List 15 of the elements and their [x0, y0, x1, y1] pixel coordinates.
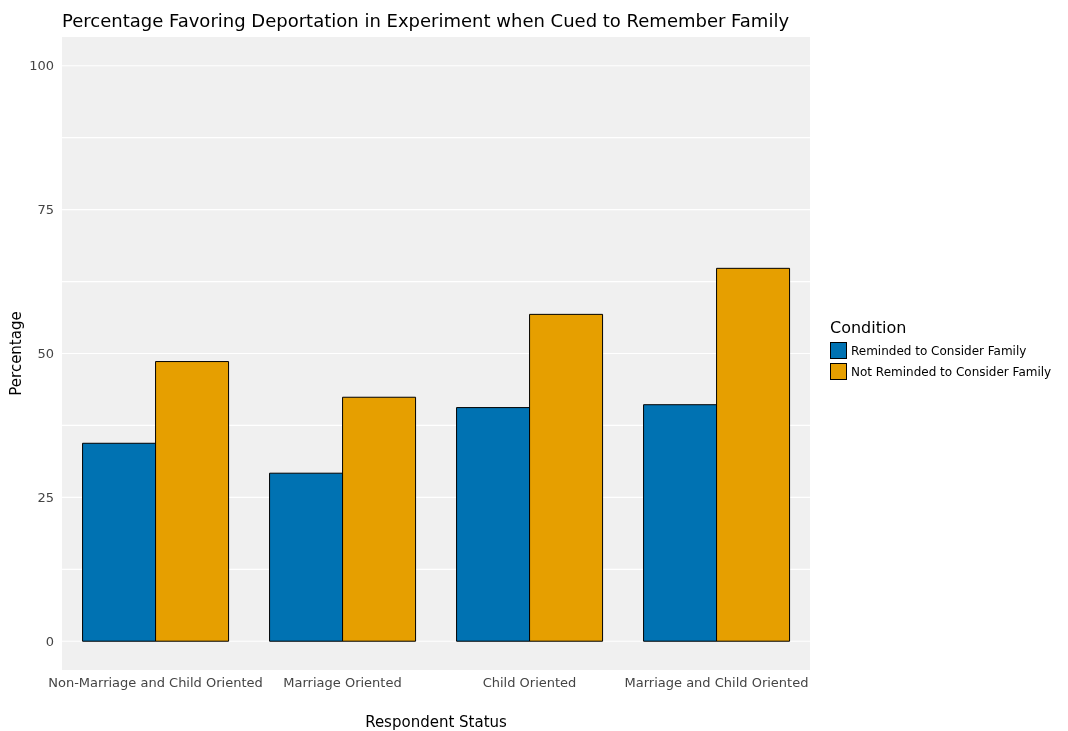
legend-label: Reminded to Consider Family — [851, 343, 1027, 358]
x-tick-label: Marriage Oriented — [283, 675, 402, 691]
chart-title: Percentage Favoring Deportation in Experiment when Cued to Remember Family — [62, 10, 790, 31]
y-tick-label: 25 — [37, 489, 54, 505]
x-tick-label: Non-Marriage and Child Oriented — [48, 675, 263, 691]
y-tick-label: 75 — [37, 202, 54, 218]
x-tick-label: Child Oriented — [482, 675, 577, 691]
y-tick-label: 0 — [45, 633, 54, 649]
legend-label: Not Reminded to Consider Family — [851, 364, 1052, 379]
x-axis-title: Respondent Status — [365, 713, 508, 731]
y-axis-title: Percentage — [7, 311, 26, 396]
legend-title: Condition — [830, 318, 908, 337]
y-tick-label: 100 — [29, 58, 54, 74]
y-tick-label: 50 — [37, 346, 54, 362]
x-tick-label: Marriage and Child Oriented — [624, 675, 809, 691]
